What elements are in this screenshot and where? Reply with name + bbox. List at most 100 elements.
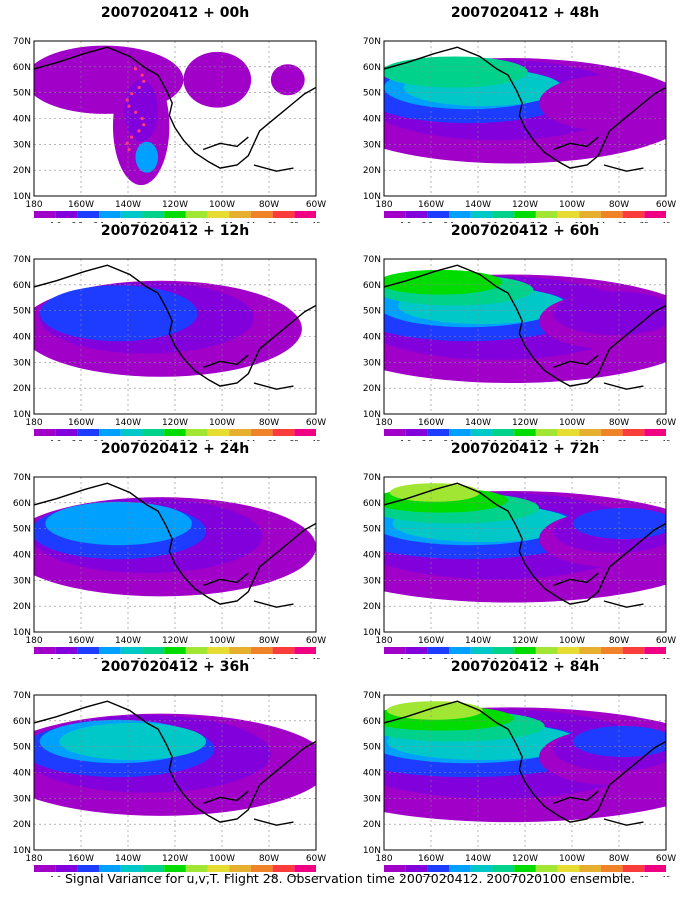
colorbar-swatch: [514, 647, 536, 654]
colorbar-swatch: [250, 865, 273, 872]
colorbar-swatch: [272, 211, 295, 218]
colorbar-label: 3.1: [444, 875, 455, 877]
colorbar-swatch: [622, 865, 645, 872]
lat-label: 60N: [13, 717, 31, 727]
lon-label: 100W: [559, 418, 585, 428]
flight-track-dot: [142, 123, 146, 127]
colorbar-label: 29: [290, 439, 299, 441]
colorbar-swatch: [535, 429, 558, 436]
coastline: [202, 354, 249, 369]
coastline: [34, 46, 316, 169]
lon-label: 100W: [209, 418, 235, 428]
colorbar-label: 21: [618, 439, 627, 441]
coastline: [253, 164, 294, 172]
map-frame: [383, 476, 667, 633]
lon-label: 160W: [68, 418, 94, 428]
colorbar-swatch: [492, 865, 515, 872]
colorbar-label: 14: [246, 875, 255, 877]
colorbar-label: 1.6: [400, 439, 412, 441]
colorbar-label: 40: [312, 875, 321, 877]
map-frame: [383, 694, 667, 851]
coastline: [384, 700, 666, 823]
colorbar-label: 6.3: [159, 657, 170, 659]
lat-label: 30N: [363, 794, 381, 804]
lat-label: 40N: [363, 115, 381, 125]
lon-label: 120W: [162, 200, 188, 210]
lon-label: 160W: [68, 636, 94, 646]
colorbar-label: 7.5: [530, 439, 541, 441]
coastline: [253, 600, 294, 608]
lat-label: 60N: [363, 63, 381, 73]
lat-label: 60N: [13, 281, 31, 291]
lat-label: 20N: [363, 166, 381, 176]
colorbar-label: 4: [469, 657, 474, 659]
lon-label: 120W: [512, 854, 538, 864]
lon-label: 180: [25, 636, 42, 646]
colorbar-swatch: [644, 647, 666, 654]
colorbar-swatch: [535, 647, 558, 654]
colorbar-swatch: [384, 865, 406, 872]
colorbar-label: 1.6: [50, 875, 62, 877]
lon-label: 140W: [465, 636, 491, 646]
lon-label: 100W: [209, 200, 235, 210]
panel-title: 2007020412 + 60h: [450, 223, 600, 239]
map-frame: [383, 258, 667, 415]
colorbar-label: 2.2: [422, 439, 433, 441]
lon-label: 160W: [418, 418, 444, 428]
lon-label: 100W: [559, 636, 585, 646]
colorbar-swatch: [55, 429, 78, 436]
colorbar-label: 3.1: [444, 657, 455, 659]
colorbar-swatch: [492, 211, 515, 218]
coastline: [603, 164, 644, 172]
panel-title: 2007020412 + 36h: [100, 659, 250, 675]
colorbar-swatch: [579, 429, 601, 436]
panel-title: 2007020412 + 84h: [450, 659, 600, 675]
lat-label: 60N: [13, 499, 31, 509]
colorbar-swatch: [470, 865, 493, 872]
colorbar-label: 11: [575, 221, 584, 223]
colorbar-swatch: [250, 647, 273, 654]
map-frame: [33, 40, 317, 197]
colorbar-label: 5.1: [487, 439, 498, 441]
colorbar-label: 21: [268, 657, 277, 659]
lon-label: 180: [375, 636, 392, 646]
colorbar-label: 4: [119, 221, 124, 223]
flight-track-dot: [127, 147, 131, 152]
colorbar-label: 1.6: [50, 439, 62, 441]
colorbar-label: 2.2: [72, 439, 83, 441]
lat-label: 50N: [363, 743, 381, 753]
map-panel: 2007020412 + 48h 70N 60N 50N 40N 30N 20N 10N 180…: [350, 5, 700, 223]
colorbar-label: 9: [205, 221, 209, 223]
lon-label: 60W: [656, 636, 676, 646]
colorbar-swatch: [250, 429, 273, 436]
coastline: [34, 264, 316, 387]
lat-label: 50N: [363, 89, 381, 99]
colorbar-label: 7.5: [530, 657, 541, 659]
lat-label: 20N: [13, 166, 31, 176]
colorbar-label: 2.2: [72, 875, 83, 877]
colorbar-swatch: [229, 865, 251, 872]
lat-label: 40N: [363, 769, 381, 779]
lon-label: 160W: [418, 636, 444, 646]
coastline: [34, 482, 316, 605]
colorbar-swatch: [600, 647, 623, 654]
colorbar-swatch: [207, 429, 230, 436]
colorbar-swatch: [77, 429, 100, 436]
lon-label: 160W: [68, 854, 94, 864]
map-frame: [33, 476, 317, 633]
panel-title: 2007020412 + 72h: [450, 441, 600, 457]
variance-contour: [384, 269, 503, 295]
colorbar-label: 4: [469, 221, 474, 223]
colorbar-swatch: [427, 647, 450, 654]
colorbar-swatch: [449, 211, 471, 218]
colorbar-label: 29: [640, 875, 649, 877]
lat-label: 60N: [363, 717, 381, 727]
colorbar-swatch: [99, 865, 121, 872]
lon-label: 140W: [465, 854, 491, 864]
lon-label: 60W: [306, 854, 326, 864]
colorbar-swatch: [55, 865, 78, 872]
lat-label: 50N: [13, 743, 31, 753]
colorbar-label: 40: [662, 439, 671, 441]
panel-title: 2007020412 + 00h: [100, 5, 250, 21]
